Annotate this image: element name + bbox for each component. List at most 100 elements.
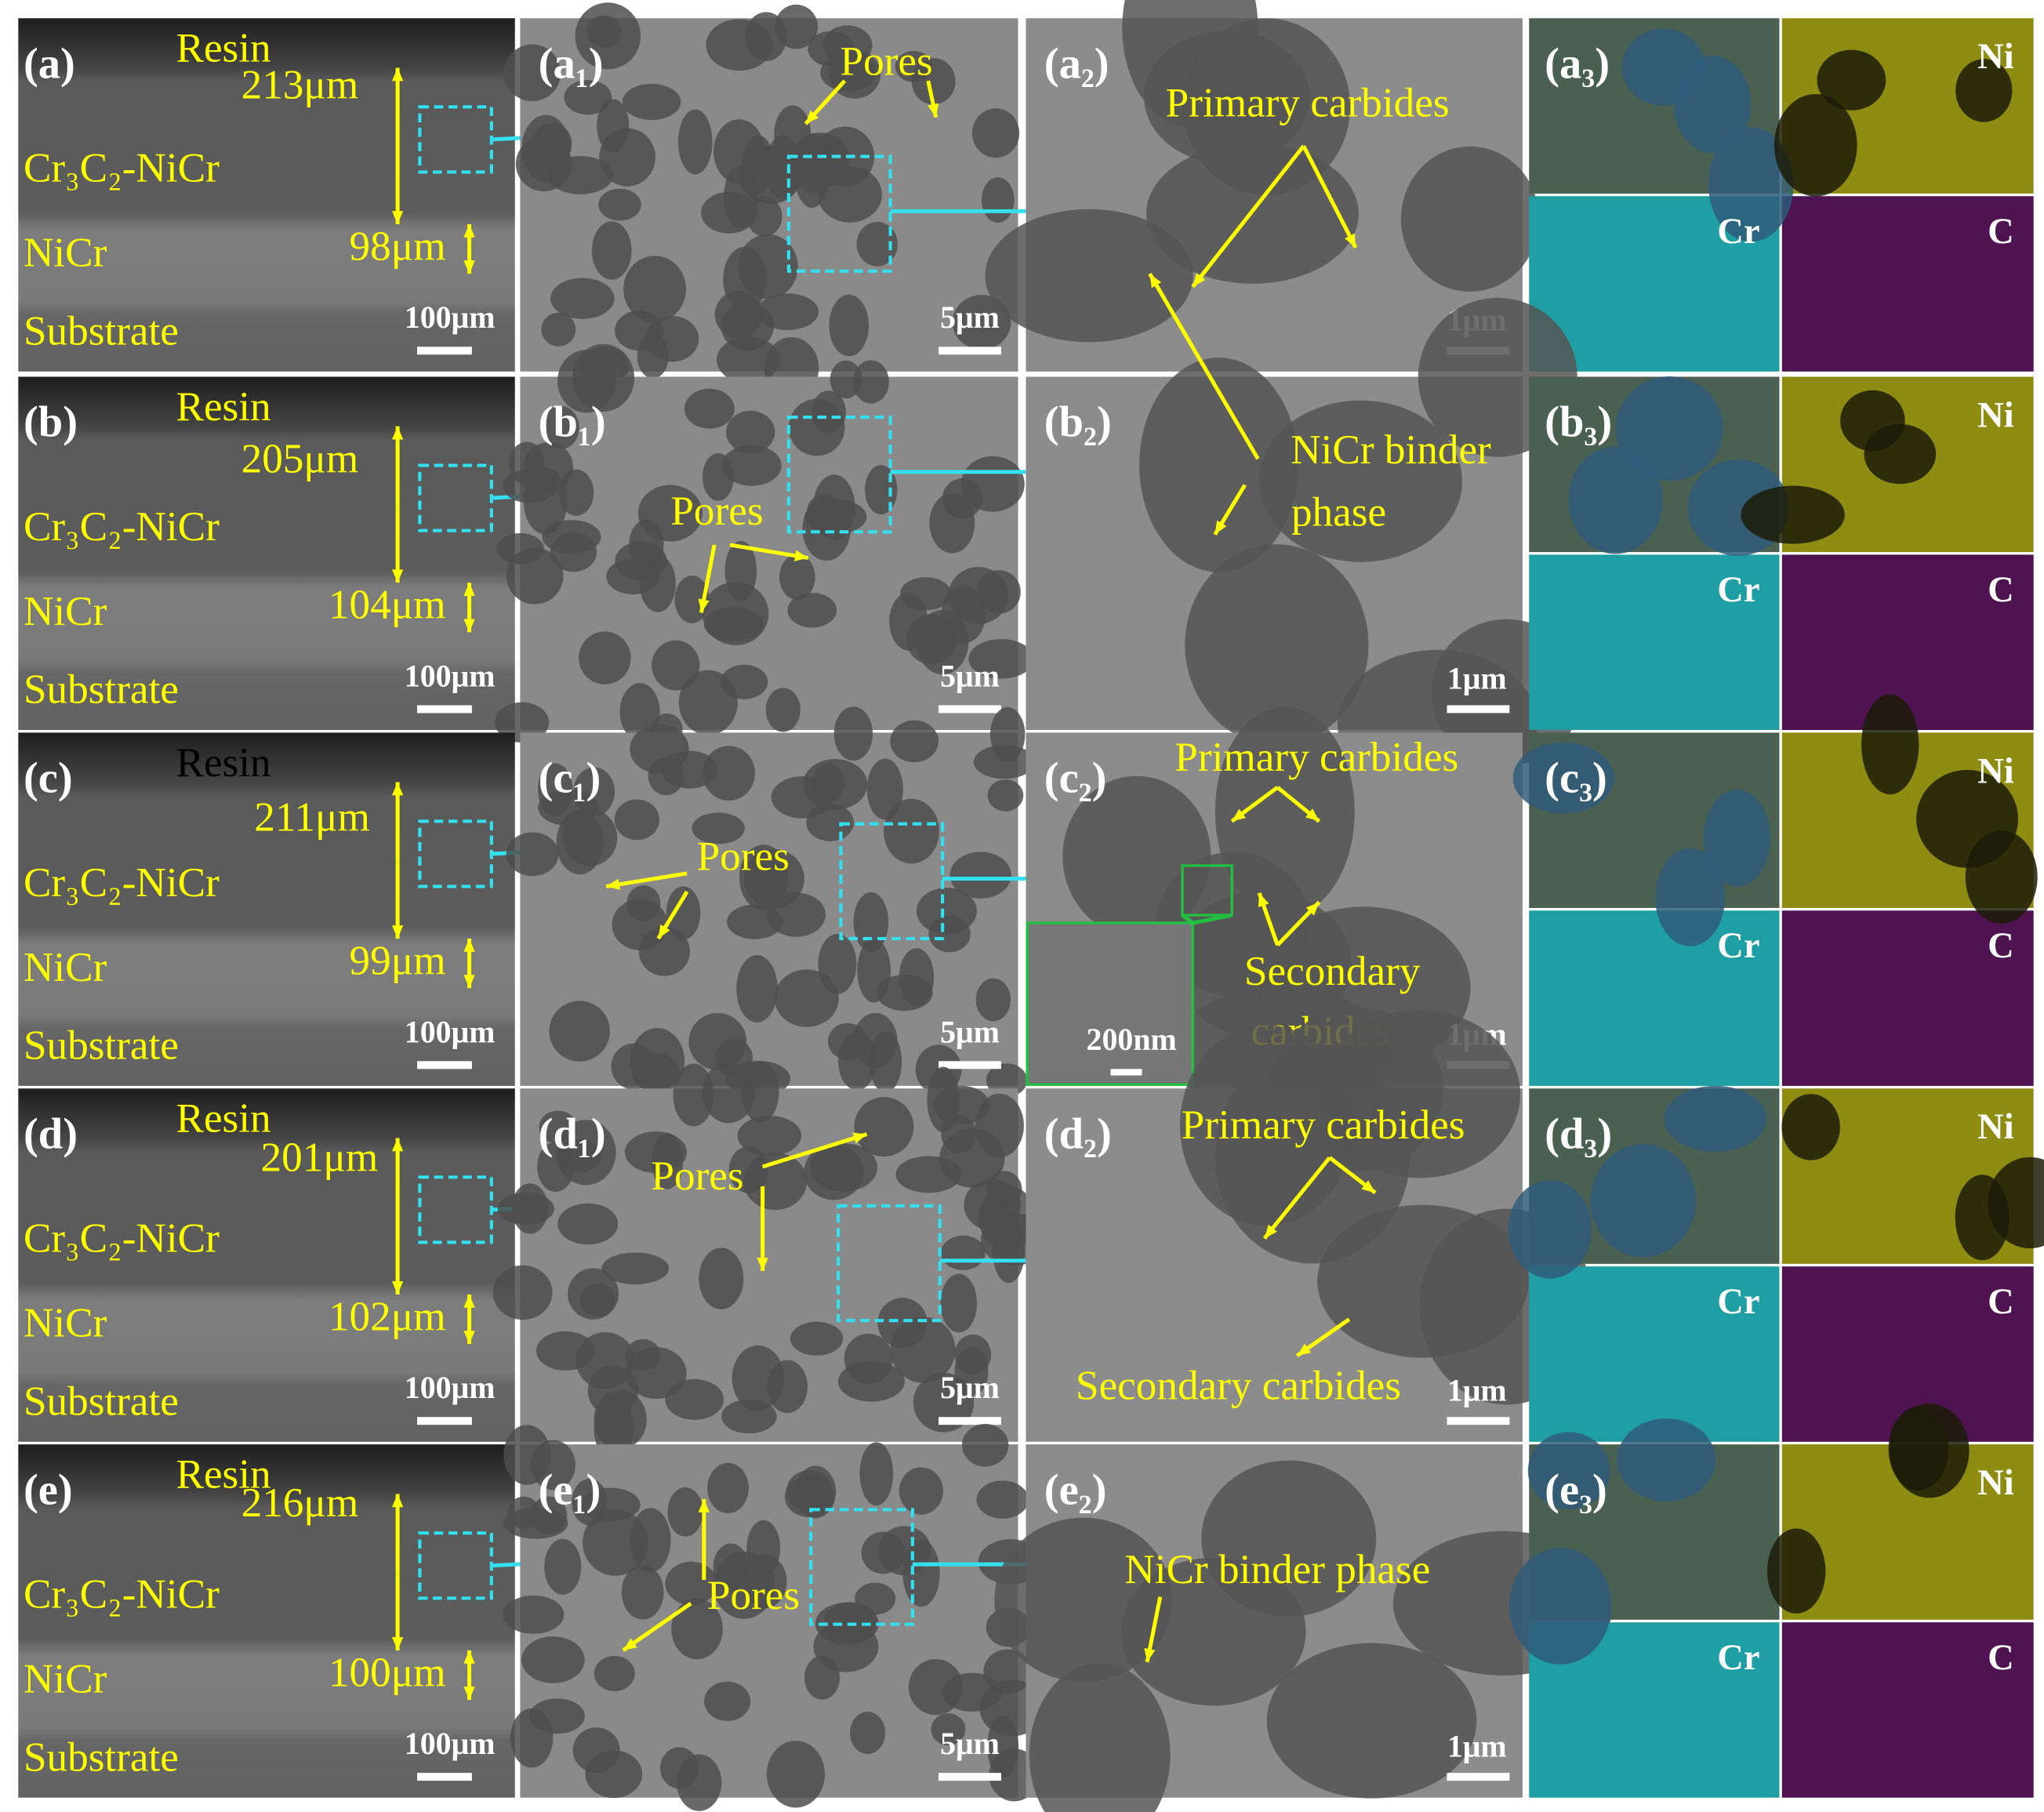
element-label: Cr xyxy=(1717,926,1759,966)
grain xyxy=(889,592,928,651)
grain xyxy=(614,799,660,841)
element-label: Cr xyxy=(1717,212,1759,252)
scale-bar xyxy=(938,1773,1001,1781)
grain xyxy=(1319,1010,1521,1178)
arrow-head xyxy=(391,426,404,440)
grain xyxy=(492,1265,553,1320)
arrow-head xyxy=(463,975,475,989)
scale-label: 1μm xyxy=(1447,1372,1507,1407)
grain xyxy=(738,234,798,300)
grain xyxy=(977,570,1021,614)
resin-label: Resin xyxy=(176,1451,270,1498)
grain xyxy=(630,724,689,774)
grain xyxy=(556,1120,616,1186)
grain xyxy=(971,108,1020,158)
grain xyxy=(673,1063,714,1127)
grain xyxy=(911,57,956,105)
grain xyxy=(929,492,975,554)
arrow-head xyxy=(928,103,939,118)
arrow xyxy=(1148,272,1260,460)
grain xyxy=(495,702,550,743)
scale-label: 5μm xyxy=(940,1014,1000,1049)
panel-label: (e₁) xyxy=(539,1465,601,1514)
grain xyxy=(721,445,782,486)
element-label: C xyxy=(1988,570,2014,610)
grain xyxy=(523,441,573,493)
grain xyxy=(583,1509,648,1576)
annotation: Primary carbides xyxy=(1166,80,1450,126)
pores-label: Pores xyxy=(840,38,932,84)
arrow-head xyxy=(391,67,404,82)
coating-thickness: 216μm xyxy=(241,1480,359,1526)
arrow-head xyxy=(698,1498,710,1512)
grain xyxy=(549,1000,611,1062)
grain xyxy=(667,1487,703,1537)
grain xyxy=(706,19,773,71)
grain xyxy=(557,1203,619,1245)
element-label: Ni xyxy=(1977,37,2014,77)
coating-thickness: 201μm xyxy=(261,1135,379,1181)
grain xyxy=(692,812,745,844)
grain xyxy=(857,939,891,1003)
scale-bar xyxy=(417,1061,472,1069)
element-label: Ni xyxy=(1977,1107,2014,1147)
arrow-head xyxy=(463,1650,475,1664)
panel-label: (c) xyxy=(24,754,73,803)
substrate-label: Substrate xyxy=(24,1378,179,1424)
arrow-head xyxy=(606,878,620,890)
grain xyxy=(876,975,933,1011)
grain xyxy=(703,607,764,642)
grain xyxy=(621,1564,664,1620)
grain xyxy=(804,1655,840,1700)
panel-label: (a₃) xyxy=(1545,39,1610,88)
bond-thickness: 104μm xyxy=(329,582,446,628)
arrow xyxy=(1302,145,1358,249)
arrow xyxy=(761,1132,868,1169)
panel-label: (e₂) xyxy=(1044,1465,1107,1514)
grain xyxy=(774,969,839,1027)
grain xyxy=(701,191,757,234)
bond-label: NiCr xyxy=(24,1300,107,1346)
grain xyxy=(726,410,775,454)
panel-label: (a₂) xyxy=(1044,39,1109,88)
grain xyxy=(586,15,622,48)
grain xyxy=(652,640,700,691)
arrow-head xyxy=(794,550,808,561)
grain xyxy=(964,1178,1022,1231)
bond-label: NiCr xyxy=(24,588,107,634)
arrow-head xyxy=(463,223,475,238)
grain xyxy=(982,177,1015,223)
panel-label: (e₃) xyxy=(1545,1465,1607,1514)
grain xyxy=(702,1062,755,1124)
arrow-head xyxy=(391,1281,404,1295)
grain xyxy=(1890,1403,1970,1498)
scale-label: 100μm xyxy=(405,1014,496,1049)
grain xyxy=(954,1334,992,1375)
grain xyxy=(1655,848,1726,946)
inset-scale-label: 200nm xyxy=(1087,1022,1177,1057)
scale-bar xyxy=(1447,1773,1510,1781)
grain xyxy=(1508,1548,1612,1665)
inset-connector xyxy=(1181,913,1194,925)
annotation: NiCr binder phase xyxy=(1124,1546,1430,1592)
arrow-head xyxy=(463,619,475,633)
grain xyxy=(790,1321,844,1356)
element-label: C xyxy=(1988,1638,2014,1678)
grain xyxy=(787,593,837,628)
resin-label: Resin xyxy=(176,1095,270,1142)
scale-bar xyxy=(417,1417,472,1425)
arrow xyxy=(605,871,688,889)
grain xyxy=(572,1479,608,1526)
grain xyxy=(1317,1204,1529,1358)
grain xyxy=(1817,49,1886,111)
scale-label: 1μm xyxy=(1447,661,1507,696)
pores-label: Pores xyxy=(707,1572,800,1618)
coating-label: Cr₃C₂-NiCr xyxy=(24,145,220,191)
annotation: Primary carbides xyxy=(1182,1102,1465,1148)
grain xyxy=(1568,446,1663,554)
grain xyxy=(612,899,668,950)
grain xyxy=(877,1298,928,1349)
eds-c-map xyxy=(1781,554,2034,731)
grain xyxy=(707,1462,749,1513)
grain xyxy=(788,398,845,456)
